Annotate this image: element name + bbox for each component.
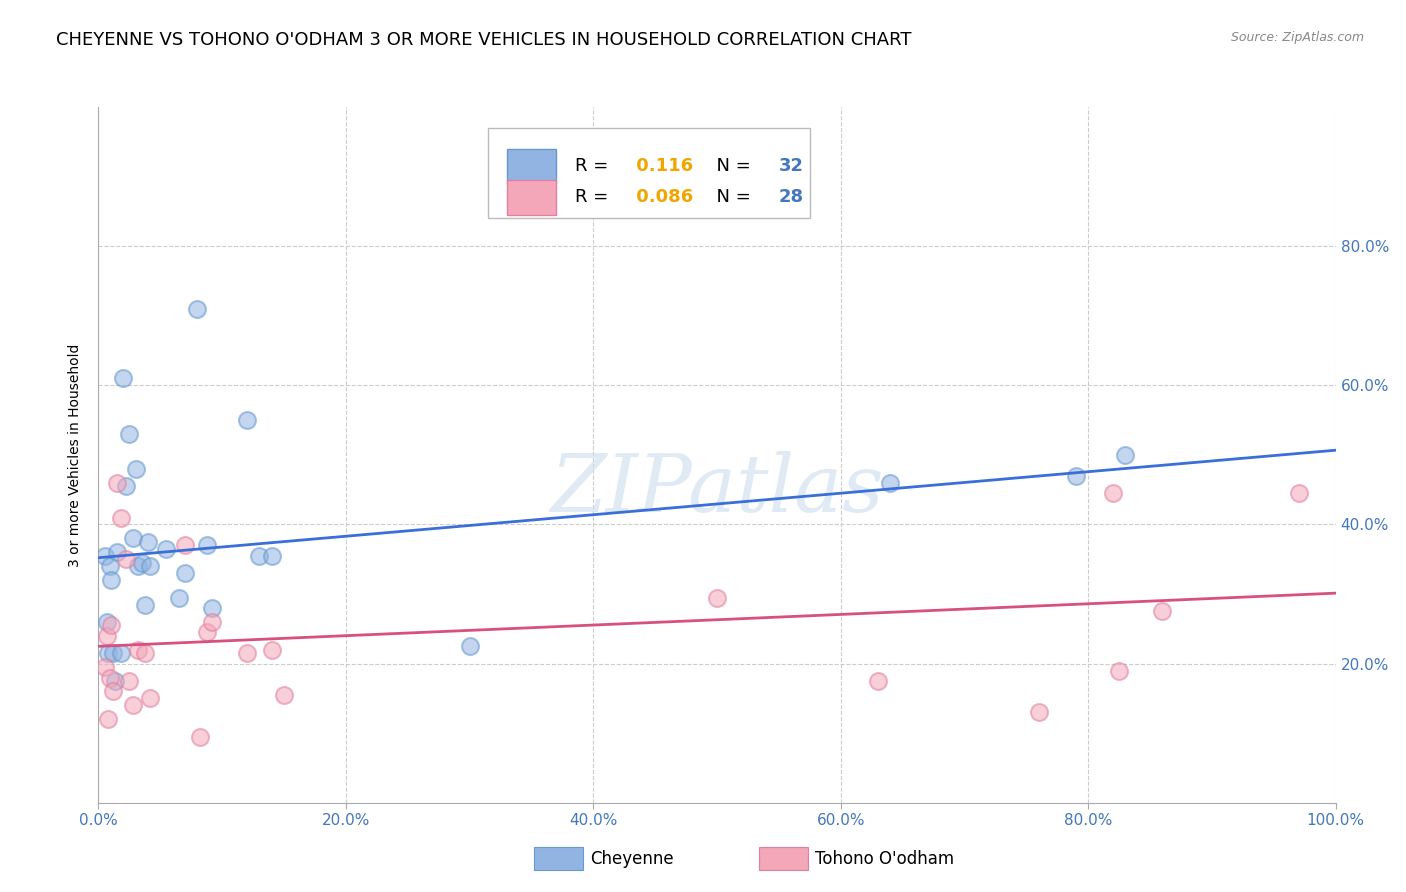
- Text: N =: N =: [704, 188, 756, 206]
- Point: [103, 684, 125, 698]
- Point: [118, 427, 141, 442]
- Text: 28: 28: [779, 188, 804, 206]
- Point: [105, 545, 128, 559]
- Point: [100, 573, 122, 587]
- Text: Tohono O'odham: Tohono O'odham: [815, 850, 955, 868]
- Point: [1028, 706, 1050, 720]
- Point: [97, 646, 120, 660]
- Point: [97, 712, 120, 726]
- Text: Cheyenne: Cheyenne: [591, 850, 673, 868]
- Point: [114, 552, 136, 566]
- Point: [131, 556, 153, 570]
- Point: [100, 618, 122, 632]
- Point: [93, 549, 115, 563]
- Point: [174, 538, 197, 552]
- Point: [1102, 486, 1125, 500]
- Bar: [488, 128, 810, 219]
- Text: 0.086: 0.086: [630, 188, 693, 206]
- Text: 32: 32: [779, 157, 804, 175]
- Text: CHEYENNE VS TOHONO O'ODHAM 3 OR MORE VEHICLES IN HOUSEHOLD CORRELATION CHART: CHEYENNE VS TOHONO O'ODHAM 3 OR MORE VEH…: [56, 31, 911, 49]
- Point: [122, 698, 145, 713]
- Point: [260, 642, 283, 657]
- Point: [139, 559, 162, 574]
- Point: [134, 646, 156, 660]
- Point: [247, 549, 270, 563]
- Point: [124, 462, 146, 476]
- Point: [96, 615, 118, 629]
- Y-axis label: 3 or more Vehicles in Household: 3 or more Vehicles in Household: [69, 343, 83, 566]
- Point: [167, 591, 190, 605]
- Point: [1064, 468, 1087, 483]
- Point: [139, 691, 162, 706]
- Point: [866, 674, 889, 689]
- Point: [98, 559, 121, 574]
- Point: [1114, 448, 1136, 462]
- Point: [195, 538, 218, 552]
- Point: [110, 510, 132, 524]
- Point: [98, 671, 121, 685]
- Point: [127, 642, 149, 657]
- Point: [1108, 664, 1130, 678]
- Point: [112, 371, 135, 385]
- Point: [236, 413, 259, 427]
- Point: [103, 674, 125, 689]
- Point: [236, 646, 259, 660]
- Point: [114, 479, 136, 493]
- Point: [127, 559, 149, 574]
- Point: [105, 475, 128, 490]
- Point: [201, 601, 224, 615]
- Point: [96, 629, 118, 643]
- Text: ZIPatlas: ZIPatlas: [550, 451, 884, 528]
- Point: [273, 688, 295, 702]
- Point: [186, 301, 208, 316]
- Point: [458, 639, 481, 653]
- Point: [136, 535, 159, 549]
- Text: 0.116: 0.116: [630, 157, 693, 175]
- Point: [174, 566, 197, 581]
- Point: [110, 646, 132, 660]
- Point: [155, 541, 177, 556]
- Point: [879, 475, 901, 490]
- Point: [260, 549, 283, 563]
- Text: N =: N =: [704, 157, 756, 175]
- Text: Source: ZipAtlas.com: Source: ZipAtlas.com: [1230, 31, 1364, 45]
- Point: [1288, 486, 1310, 500]
- Point: [134, 598, 156, 612]
- Bar: [506, 180, 557, 215]
- Bar: [506, 149, 557, 184]
- Point: [93, 660, 115, 674]
- Point: [118, 674, 141, 689]
- Text: R =: R =: [575, 157, 614, 175]
- Point: [103, 646, 125, 660]
- Point: [195, 625, 218, 640]
- Point: [188, 730, 211, 744]
- Point: [706, 591, 728, 605]
- Point: [1152, 605, 1174, 619]
- Point: [122, 532, 145, 546]
- Point: [201, 615, 224, 629]
- Text: R =: R =: [575, 188, 614, 206]
